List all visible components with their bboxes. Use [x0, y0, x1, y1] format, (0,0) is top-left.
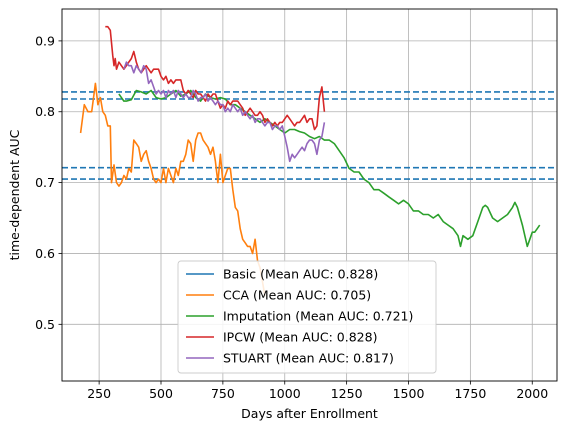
x-axis-label: Days after Enrollment	[241, 406, 378, 421]
legend-label-imputation: Imputation (Mean AUC: 0.721)	[223, 309, 413, 324]
legend-label-basic: Basic (Mean AUC: 0.828)	[223, 267, 378, 282]
y-tick-label: 0.5	[35, 317, 55, 332]
x-tick-label: 1500	[393, 386, 425, 401]
y-tick-label: 0.8	[35, 104, 55, 119]
reference-lines	[62, 91, 557, 180]
series-line-ipcw	[105, 25, 326, 131]
x-tick-label: 250	[87, 386, 111, 401]
x-tick-label: 1750	[454, 386, 486, 401]
axis-ticks: 250 500 750 1000 1250 1500 1750 2000 0.5 0.6 0.7 0.…	[35, 33, 548, 401]
y-tick-label: 0.9	[35, 33, 55, 48]
x-tick-label: 1250	[331, 386, 363, 401]
x-tick-label: 2000	[516, 386, 548, 401]
x-tick-label: 750	[211, 386, 235, 401]
y-tick-label: 0.7	[35, 175, 55, 190]
series-lines	[79, 25, 541, 297]
grid	[62, 9, 557, 381]
x-tick-label: 1000	[269, 386, 301, 401]
x-tick-label: 500	[149, 386, 173, 401]
legend: Basic (Mean AUC: 0.828) CCA (Mean AUC: 0.…	[177, 260, 437, 374]
series-line-cca	[79, 82, 266, 297]
legend-label-stuart: STUART (Mean AUC: 0.817)	[223, 351, 394, 366]
legend-label-cca: CCA (Mean AUC: 0.705)	[223, 288, 371, 303]
y-axis-label: time-dependent AUC	[7, 129, 22, 260]
legend-label-ipcw: IPCW (Mean AUC: 0.828)	[223, 330, 377, 345]
series-line-stuart	[123, 61, 326, 163]
y-tick-label: 0.6	[35, 246, 55, 261]
plot-frame	[61, 8, 558, 382]
legend-box	[177, 260, 437, 374]
